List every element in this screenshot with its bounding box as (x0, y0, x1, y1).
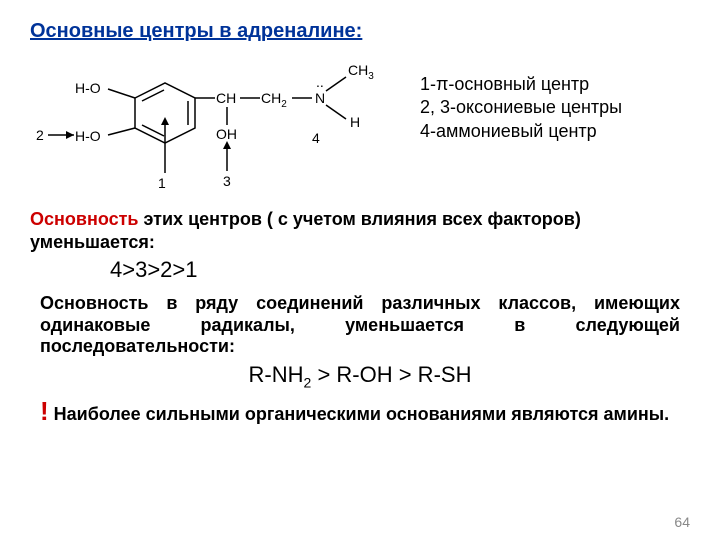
basicity-order: 4>3>2>1 (110, 257, 690, 283)
seq-p2: > R-OH > R-SH (311, 362, 471, 387)
label-n: N (315, 90, 325, 106)
legend-line-3: 4-аммониевый центр (420, 120, 622, 143)
label-oh: OH (216, 126, 237, 142)
diagram-row: H-O H-O 2 1 CH CH2 .. N CH3 (30, 53, 690, 193)
para2-red1: Основность (40, 293, 148, 313)
legend: 1-π-основный центр 2, 3-оксониевые центр… (420, 73, 622, 143)
legend-line-1: 1-π-основный центр (420, 73, 622, 96)
slide-title: Основные центры в адреналине: (30, 20, 690, 43)
label-2: 2 (36, 127, 44, 143)
molecule-diagram: H-O H-O 2 1 CH CH2 .. N CH3 (30, 53, 410, 193)
paragraph-2: Основность в ряду соединений различных к… (40, 293, 680, 358)
label-ch2: CH2 (261, 90, 287, 110)
sequence-formula: R-NH2 > R-OH > R-SH (30, 362, 690, 390)
exclamation: ! (40, 396, 49, 426)
label-ho2: H-O (75, 128, 101, 144)
paragraph-3: ! Наиболее сильными органическими основа… (40, 396, 680, 427)
para1-red: Основность (30, 209, 138, 229)
label-4: 4 (312, 130, 320, 146)
paragraph-1: Основность этих центров ( с учетом влиян… (30, 208, 690, 253)
lone-pair: .. (316, 74, 324, 90)
label-ho1: H-O (75, 80, 101, 96)
label-1: 1 (158, 175, 166, 191)
label-ch: CH (216, 90, 236, 106)
page-number: 64 (674, 514, 690, 530)
seq-p1: R-NH (249, 362, 304, 387)
para2-red2: уменьшается (345, 315, 464, 335)
label-h: H (350, 114, 360, 130)
label-3: 3 (223, 173, 231, 189)
legend-line-2: 2, 3-оксониевые центры (420, 96, 622, 119)
last-text: Наиболее сильными органическими основани… (49, 404, 670, 424)
label-ch3: CH3 (348, 62, 374, 82)
